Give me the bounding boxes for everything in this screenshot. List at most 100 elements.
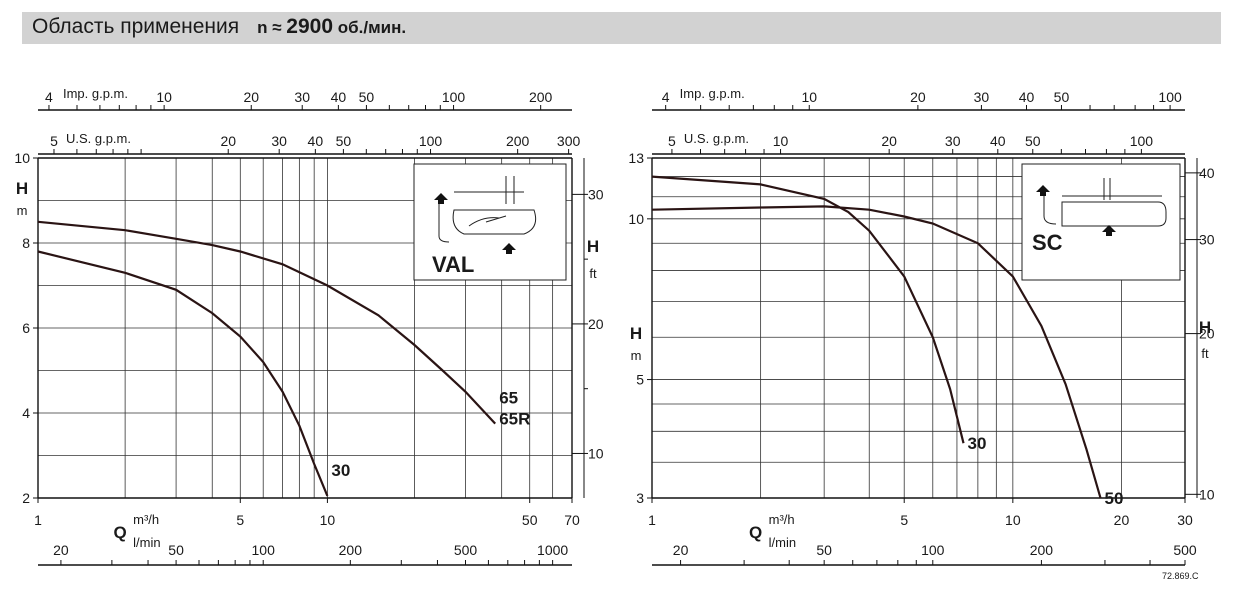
speed-prefix: n ≈ [257, 18, 282, 37]
chart1-lmin-tick-label: 200 [339, 542, 363, 558]
chart2-imp-tick-label: 10 [801, 89, 817, 105]
chart1-lmin-tick-label: 1000 [537, 542, 568, 558]
chart1-us-tick-label: 40 [308, 133, 324, 149]
chart2-y-right-unit: ft [1201, 346, 1209, 361]
chart1-pump-label: VAL [432, 252, 474, 277]
chart2-lmin-tick-label: 200 [1030, 542, 1054, 558]
chart2-ft-tick-label: 30 [1199, 232, 1215, 248]
page-title: Область применения n ≈ 2900 об./мин. [32, 15, 406, 39]
chart2-series-curve [651, 205, 1102, 499]
chart2-series-label: 30 [968, 434, 987, 453]
chart1-y-tick-label: 4 [22, 405, 30, 421]
chart2-us-tick-label: 40 [990, 133, 1006, 149]
chart1-arrow-in-icon [502, 243, 516, 254]
chart2-lmin-tick-label: 100 [921, 542, 945, 558]
chart1-arrow-out-icon [434, 193, 448, 204]
speed-value: 2900 [286, 15, 334, 38]
chart1-series-label: 65R [499, 410, 530, 429]
chart1-x-tick-label: 10 [320, 512, 336, 528]
chart2-x-unit-secondary: l/min [769, 535, 796, 550]
chart1-us-label: U.S. g.p.m. [66, 131, 131, 146]
chart2-pump-body [1061, 178, 1167, 227]
chart1-pump-impeller [468, 215, 507, 227]
chart1-y-right-letter: H [587, 237, 599, 256]
chart1-us-tick-label: 100 [419, 133, 443, 149]
chart2-imp-tick-label: 30 [974, 89, 990, 105]
chart1-y-tick-label: 8 [22, 235, 30, 251]
chart2-series-curve [651, 175, 965, 444]
chart2-y-unit: m [631, 348, 642, 363]
chart2-inset-box [1021, 163, 1181, 281]
chart2-x-unit: m³/h [769, 512, 795, 527]
chart1-x-tick-label: 5 [236, 512, 244, 528]
chart1-imp-label: Imp. g.p.m. [63, 86, 128, 101]
chart2-us-tick-label: 100 [1130, 133, 1154, 149]
chart1-pump-body [452, 176, 537, 235]
chart2-x-tick-label: 10 [1005, 512, 1021, 528]
chart1-x-tick-label: 50 [522, 512, 538, 528]
chart2-us-tick-label: 20 [881, 133, 897, 149]
chart1-x-unit-secondary: l/min [133, 535, 160, 550]
chart1-y-right-unit: ft [589, 266, 597, 281]
chart2-pump-label: SC [1032, 230, 1063, 255]
chart1-imp-tick-label: 30 [294, 89, 310, 105]
chart2-imp-tick-label: 20 [910, 89, 926, 105]
chart1-imp-tick-label: 40 [331, 89, 347, 105]
chart1-us-tick-label: 200 [506, 133, 530, 149]
chart1-series-curve [37, 250, 329, 497]
document-code: 72.869.C [1162, 571, 1199, 581]
speed-note: n ≈ 2900 об./мин. [257, 15, 406, 38]
chart2-y-tick-label: 10 [628, 211, 644, 227]
chart2-imp-tick-label: 40 [1019, 89, 1035, 105]
chart2-ft-tick-label: 10 [1199, 486, 1215, 502]
chart2-ft-tick-label: 20 [1199, 326, 1215, 342]
chart2-pump-diagram [1043, 178, 1167, 227]
chart1-x-unit: m³/h [133, 512, 159, 527]
chart2-arrow-in-icon [1102, 225, 1116, 236]
chart1-lmin-tick-label: 20 [53, 542, 69, 558]
chart1-x-tick-label: 1 [34, 512, 42, 528]
chart2-lmin-tick-label: 50 [816, 542, 832, 558]
chart2-us-tick-label: 10 [773, 133, 789, 149]
chart2-y-tick-label: 5 [636, 372, 644, 388]
chart2-imp-tick-label: 100 [1158, 89, 1182, 105]
chart2-y-right-letter: H [1199, 318, 1211, 337]
chart1-imp-tick-label: 10 [156, 89, 172, 105]
chart2-x-tick-label: 30 [1177, 512, 1193, 528]
chart1-x-letter: Q [114, 523, 127, 542]
chart2-ft-tick-label: 40 [1199, 165, 1215, 181]
chart2-arrow-out-icon [1036, 185, 1050, 196]
chart2-us-tick-label: 30 [945, 133, 961, 149]
chart2-imp-label: Imp. g.p.m. [680, 86, 745, 101]
chart1-y-tick-label: 6 [22, 320, 30, 336]
chart2-imp-tick-label: 4 [662, 89, 670, 105]
chart1-imp-tick-label: 100 [442, 89, 466, 105]
chart1-us-tick-label: 20 [220, 133, 236, 149]
chart2-y-letter: H [630, 324, 642, 343]
chart1-y-unit: m [17, 203, 28, 218]
chart1-x-tick-label: 70 [564, 512, 580, 528]
chart1-imp-tick-label: 4 [45, 89, 53, 105]
chart2-x-tick-label: 20 [1114, 512, 1130, 528]
chart2-imp-tick-label: 50 [1054, 89, 1070, 105]
chart2-y-tick-label: 3 [636, 490, 644, 506]
chart1-series-label: 30 [331, 461, 350, 480]
chart1-us-tick-label: 300 [557, 133, 581, 149]
chart1-y-letter: H [16, 179, 28, 198]
chart1-us-tick-label: 30 [271, 133, 287, 149]
chart1-lmin-tick-label: 50 [168, 542, 184, 558]
chart2-us-label: U.S. g.p.m. [684, 131, 749, 146]
chart1-y-tick-label: 2 [22, 490, 30, 506]
title-text: Область применения [32, 15, 240, 38]
chart1-y-tick-label: 10 [14, 150, 30, 166]
chart2-x-letter: Q [749, 523, 762, 542]
chart1-lmin-tick-label: 100 [252, 542, 276, 558]
chart1-us-tick-label: 50 [336, 133, 352, 149]
chart1-ft-tick-label: 30 [588, 186, 604, 202]
chart2-x-tick-label: 1 [648, 512, 656, 528]
chart1-imp-tick-label: 50 [359, 89, 375, 105]
chart1-series-label: 65 [499, 389, 518, 408]
chart2-series-label: 50 [1105, 489, 1124, 508]
chart2-pump-flow-line [1043, 196, 1057, 225]
